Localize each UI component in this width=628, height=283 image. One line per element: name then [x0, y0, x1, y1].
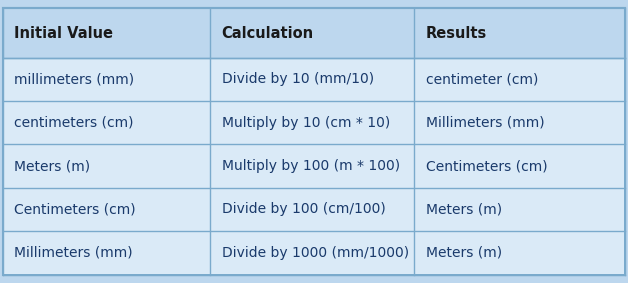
Text: Calculation: Calculation — [222, 25, 314, 40]
Text: Millimeters (mm): Millimeters (mm) — [426, 116, 544, 130]
Text: millimeters (mm): millimeters (mm) — [14, 72, 134, 86]
Bar — [4, 231, 624, 274]
Text: Meters (m): Meters (m) — [426, 246, 502, 260]
Bar — [4, 58, 624, 101]
Text: Results: Results — [426, 25, 487, 40]
Text: Divide by 1000 (mm/1000): Divide by 1000 (mm/1000) — [222, 246, 409, 260]
Text: Meters (m): Meters (m) — [14, 159, 90, 173]
Text: Divide by 100 (cm/100): Divide by 100 (cm/100) — [222, 202, 386, 216]
Text: Multiply by 100 (m * 100): Multiply by 100 (m * 100) — [222, 159, 400, 173]
Bar — [4, 188, 624, 231]
Text: centimeters (cm): centimeters (cm) — [14, 116, 134, 130]
Text: Millimeters (mm): Millimeters (mm) — [14, 246, 133, 260]
Text: Meters (m): Meters (m) — [426, 202, 502, 216]
Text: Divide by 10 (mm/10): Divide by 10 (mm/10) — [222, 72, 374, 86]
Text: Centimeters (cm): Centimeters (cm) — [426, 159, 548, 173]
Text: Multiply by 10 (cm * 10): Multiply by 10 (cm * 10) — [222, 116, 390, 130]
Bar — [4, 101, 624, 144]
Text: Initial Value: Initial Value — [14, 25, 114, 40]
Text: Centimeters (cm): Centimeters (cm) — [14, 202, 136, 216]
Text: centimeter (cm): centimeter (cm) — [426, 72, 538, 86]
Bar — [4, 144, 624, 188]
